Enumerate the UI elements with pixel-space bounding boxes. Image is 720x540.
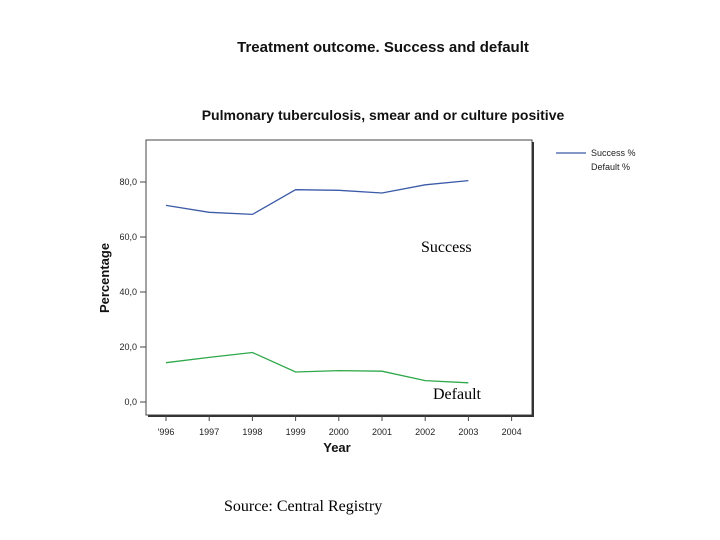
x-tick-label: 2000 [329, 427, 349, 437]
x-tick-label: '996 [158, 427, 175, 437]
x-tick-label: 1999 [286, 427, 306, 437]
x-axis: '996 1997 1998 1999 2000 2001 2002 2003 2004 [158, 415, 522, 437]
plot-frame-shadow-bottom [148, 415, 534, 417]
x-tick-label: 1998 [242, 427, 262, 437]
legend: Success % Default % [556, 148, 636, 172]
default-annotation: Default [433, 386, 482, 403]
series-line-success [165, 179, 469, 216]
y-axis: 0,0 20,0 40,0 60,0 80,0 [119, 140, 147, 415]
y-axis-label: Percentage [97, 243, 112, 313]
x-tick-label: 1997 [199, 427, 219, 437]
success-annotation: Success [421, 239, 472, 256]
y-tick-label: 60,0 [119, 232, 137, 242]
plot-frame-shadow-right [532, 142, 534, 417]
plot-frame [145, 139, 533, 416]
x-axis-label: Year [323, 440, 350, 455]
x-tick-label: 2004 [502, 427, 522, 437]
legend-label: Success % [591, 148, 636, 158]
series-lines [165, 179, 469, 384]
y-tick-label: 20,0 [119, 342, 137, 352]
chart-title: Pulmonary tuberculosis, smear and or cul… [202, 107, 565, 123]
y-tick-label: 0,0 [124, 397, 137, 407]
x-tick-label: 2002 [415, 427, 435, 437]
x-tick-label: 2003 [458, 427, 478, 437]
source-note: Source: Central Registry [224, 498, 383, 515]
series-line-default [165, 351, 469, 384]
x-tick-label: 2001 [372, 427, 392, 437]
slide-title: Treatment outcome. Success and default [237, 39, 529, 56]
legend-label: Default % [591, 162, 630, 172]
y-tick-label: 40,0 [119, 287, 137, 297]
y-tick-label: 80,0 [119, 177, 137, 187]
